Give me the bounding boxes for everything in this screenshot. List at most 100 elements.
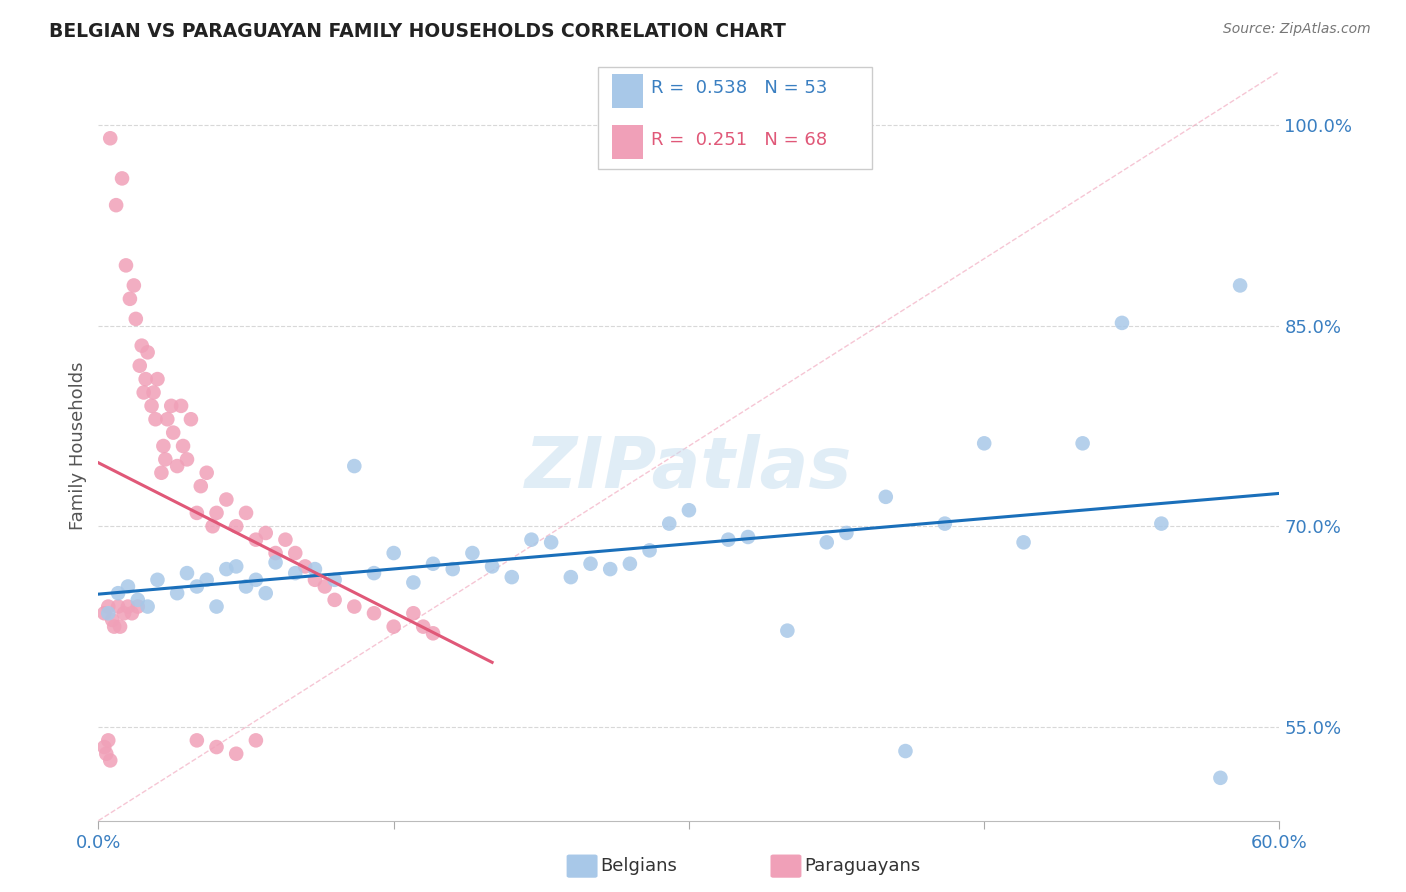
Point [111,171,134,186]
Point [136,345,159,359]
Point [186,580,208,594]
Point [520,533,543,547]
Point [176,452,198,467]
Point [402,607,425,621]
Point [112,607,135,621]
Point [382,546,405,560]
Point [619,557,641,571]
Point [142,385,165,400]
Text: ZIPatlas: ZIPatlas [526,434,852,503]
Point [1071,436,1094,450]
Point [127,599,149,614]
Point [93,607,115,621]
Point [402,575,425,590]
Point [658,516,681,531]
Point [422,626,444,640]
Point [422,557,444,571]
Point [117,599,139,614]
Point [125,312,148,326]
Point [103,619,125,633]
Point [131,339,153,353]
Point [98,131,121,145]
Point [973,436,995,450]
Point [382,619,405,633]
Point [98,753,121,767]
Point [141,399,163,413]
Point [195,466,218,480]
Text: Paraguayans: Paraguayans [804,857,921,875]
Point [284,546,307,560]
Point [579,557,602,571]
Point [441,562,464,576]
Point [225,747,247,761]
Point [205,506,228,520]
Point [343,599,366,614]
Point [314,580,336,594]
Point [115,259,138,273]
Point [254,586,277,600]
Point [245,733,267,747]
Point [323,573,346,587]
Y-axis label: Family Households: Family Households [69,362,87,530]
Point [195,573,218,587]
Text: BELGIAN VS PARAGUAYAN FAMILY HOUSEHOLDS CORRELATION CHART: BELGIAN VS PARAGUAYAN FAMILY HOUSEHOLDS … [49,22,786,41]
Point [108,619,131,633]
Point [363,566,385,581]
Point [343,459,366,474]
Point [117,580,139,594]
Point [461,546,484,560]
Point [176,566,198,581]
Point [284,566,307,581]
Point [304,562,326,576]
Point [1012,535,1035,549]
Text: Source: ZipAtlas.com: Source: ZipAtlas.com [1223,22,1371,37]
Point [235,580,257,594]
Point [294,559,316,574]
Point [1229,278,1251,293]
Point [172,439,194,453]
Point [97,733,120,747]
Point [145,412,167,426]
Point [540,535,562,549]
Point [215,492,238,507]
Point [166,459,188,474]
Point [132,385,155,400]
Point [934,516,956,531]
Text: R =  0.251   N = 68: R = 0.251 N = 68 [651,131,827,149]
Point [107,586,129,600]
Point [186,733,208,747]
Point [363,607,385,621]
Point [127,592,149,607]
Point [122,278,145,293]
Point [118,292,141,306]
Point [215,562,238,576]
Point [225,559,247,574]
Point [105,198,128,212]
Point [97,599,120,614]
Point [128,359,150,373]
Point [160,399,183,413]
Point [875,490,897,504]
Point [894,744,917,758]
Point [481,559,503,574]
Point [135,372,157,386]
Point [96,747,118,761]
Point [412,619,434,633]
Point [225,519,247,533]
Point [264,546,287,560]
Point [101,613,124,627]
Point [678,503,700,517]
Point [1111,316,1133,330]
Point [201,519,224,533]
Point [97,607,120,621]
Point [835,526,858,541]
Point [264,555,287,569]
Point [254,526,277,541]
Point [245,573,267,587]
Point [323,592,346,607]
Point [501,570,523,584]
Point [162,425,184,440]
Point [186,506,208,520]
Point [245,533,267,547]
Point [152,439,174,453]
